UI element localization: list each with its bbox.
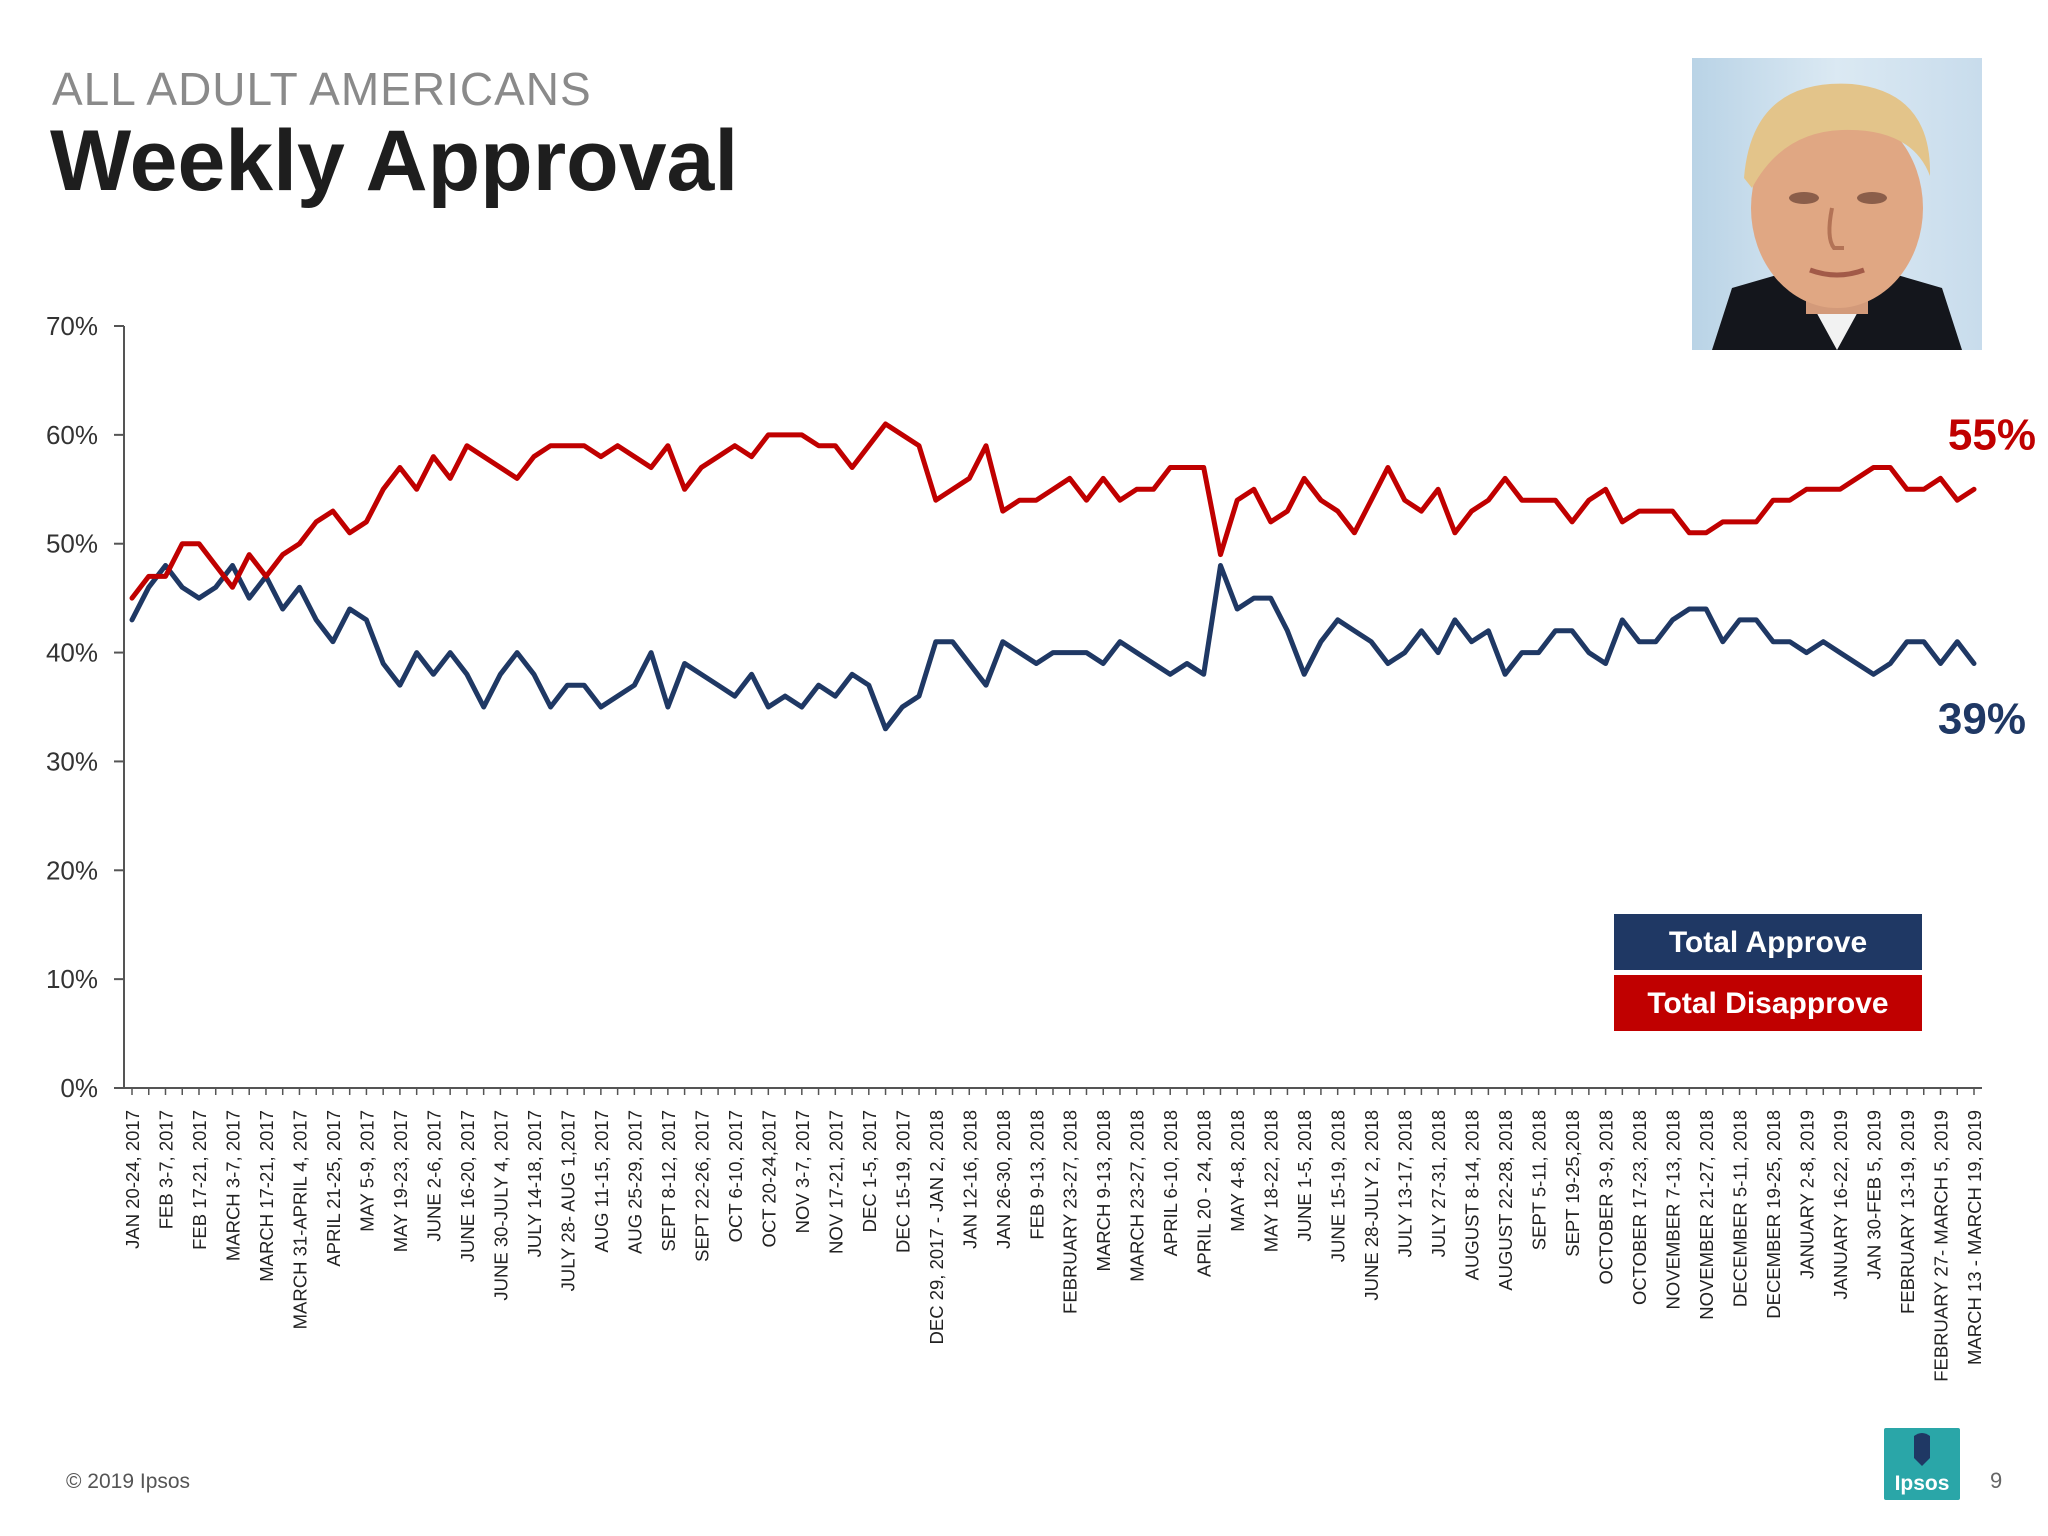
approve-series-line xyxy=(129,563,1977,732)
portrait-photo xyxy=(1692,58,1982,350)
x-tick-label: APRIL 6-10, 2018 xyxy=(1160,1110,1181,1256)
x-tick-label: JUNE 30-JULY 4, 2017 xyxy=(490,1110,511,1301)
x-tick-label: JULY 14-18, 2017 xyxy=(524,1110,545,1257)
x-tick-label: JANUARY 2-8, 2019 xyxy=(1797,1110,1818,1279)
x-tick-label: JUNE 16-20, 2017 xyxy=(457,1110,478,1262)
x-tick-label: DECEMBER 19-25, 2018 xyxy=(1763,1110,1784,1319)
x-tick-label: JUNE 15-19, 2018 xyxy=(1328,1110,1349,1262)
x-tick-label: OCT 20-24,2017 xyxy=(758,1110,779,1247)
x-tick-label: SEPT 19-25,2018 xyxy=(1562,1110,1583,1257)
approve-end-label: 39% xyxy=(1938,694,2026,743)
x-tick-label: JAN 30-FEB 5, 2019 xyxy=(1864,1110,1885,1280)
y-tick-label: 70% xyxy=(46,311,98,341)
x-tick-label: NOV 3-7, 2017 xyxy=(792,1110,813,1233)
x-tick-label: FEBRUARY 13-19, 2019 xyxy=(1897,1110,1918,1314)
disapprove-end-label: 55% xyxy=(1948,410,2036,459)
x-tick-label: SEPT 5-11, 2018 xyxy=(1529,1110,1550,1250)
y-tick-label: 0% xyxy=(60,1073,98,1103)
x-tick-label: JULY 27-31, 2018 xyxy=(1428,1110,1449,1257)
ipsos-logo-icon xyxy=(1914,1433,1930,1466)
x-tick-label: MARCH 17-21, 2017 xyxy=(256,1110,277,1282)
legend-item-disapprove-label: Total Disapprove xyxy=(1647,987,1888,1020)
x-tick-label: JAN 26-30, 2018 xyxy=(993,1110,1014,1249)
x-tick-label: OCTOBER 17-23, 2018 xyxy=(1629,1110,1650,1305)
x-tick-label: MARCH 3-7, 2017 xyxy=(222,1110,243,1261)
x-tick-label: NOV 17-21, 2017 xyxy=(825,1110,846,1254)
portrait-illustration xyxy=(1712,83,1962,350)
y-tick-label: 50% xyxy=(46,529,98,559)
x-tick-label: JUNE 2-6, 2017 xyxy=(423,1110,444,1242)
x-tick-label: MAY 5-9, 2017 xyxy=(356,1110,377,1232)
x-tick-label: SEPT 22-26, 2017 xyxy=(691,1110,712,1262)
x-tick-label: OCT 6-10, 2017 xyxy=(725,1110,746,1242)
x-tick-label: JULY 13-17, 2018 xyxy=(1395,1110,1416,1257)
copyright-text: © 2019 Ipsos xyxy=(66,1470,191,1493)
logo-text: Ipsos xyxy=(1894,1472,1950,1495)
y-tick-label: 20% xyxy=(46,855,98,885)
x-tick-label: AUG 11-15, 2017 xyxy=(591,1110,612,1253)
x-tick-label: OCTOBER 3-9, 2018 xyxy=(1596,1110,1617,1284)
x-tick-label: AUGUST 8-14, 2018 xyxy=(1462,1110,1483,1280)
y-tick-label: 30% xyxy=(46,746,98,776)
page-number: 9 xyxy=(1990,1468,2003,1493)
x-tick-label: APRIL 20 - 24, 2018 xyxy=(1194,1110,1215,1277)
x-tick-label: MARCH 23-27, 2018 xyxy=(1127,1110,1148,1282)
page-subtitle: ALL ADULT AMERICANS xyxy=(52,63,592,115)
x-tick-label: FEBRUARY 23-27, 2018 xyxy=(1060,1110,1081,1314)
x-tick-label: APRIL 21-25, 2017 xyxy=(323,1110,344,1267)
x-tick-label: FEB 17-21, 2017 xyxy=(189,1110,210,1250)
x-tick-label: JAN 20-24, 2017 xyxy=(122,1110,143,1249)
x-tick-label: NOVEMBER 7-13, 2018 xyxy=(1663,1110,1684,1309)
y-tick-label: 60% xyxy=(46,420,98,450)
x-tick-label: AUG 25-29, 2017 xyxy=(624,1110,645,1254)
x-tick-label: SEPT 8-12, 2017 xyxy=(658,1110,679,1252)
x-tick-label: FEB 3-7, 2017 xyxy=(155,1110,176,1229)
x-tick-label: JUNE 1-5, 2018 xyxy=(1294,1110,1315,1242)
y-tick-label: 10% xyxy=(46,964,98,994)
x-tick-label: DECEMBER 5-11, 2018 xyxy=(1730,1110,1751,1307)
legend-item-disapprove-box xyxy=(1614,975,1922,1031)
ipsos-logo: Ipsos xyxy=(1884,1428,1960,1500)
x-tick-label: MAY 19-23, 2017 xyxy=(390,1110,411,1252)
x-tick-label: MARCH 9-13, 2018 xyxy=(1093,1110,1114,1271)
x-tick-label: JAN 12-16, 2018 xyxy=(959,1110,980,1249)
x-tick-label: DEC 29, 2017 - JAN 2, 2018 xyxy=(926,1110,947,1344)
page-title: Weekly Approval xyxy=(50,113,739,209)
x-tick-label: NOVEMBER 21-27, 2018 xyxy=(1696,1110,1717,1320)
x-tick-label: FEBRUARY 27- MARCH 5, 2019 xyxy=(1931,1110,1952,1382)
y-tick-label: 40% xyxy=(46,638,98,668)
x-tick-label: MAY 18-22, 2018 xyxy=(1261,1110,1282,1252)
x-tick-label: JANUARY 16-22, 2019 xyxy=(1830,1110,1851,1300)
legend-item-approve-box xyxy=(1614,914,1922,970)
x-tick-label: JUNE 28-JULY 2, 2018 xyxy=(1361,1110,1382,1301)
x-tick-label: MAY 4-8, 2018 xyxy=(1227,1110,1248,1232)
x-tick-label: DEC 15-19, 2017 xyxy=(892,1110,913,1253)
legend-item-approve-label: Total Approve xyxy=(1669,926,1867,959)
x-tick-label: AUGUST 22-28, 2018 xyxy=(1495,1110,1516,1291)
x-tick-label: DEC 1-5, 2017 xyxy=(859,1110,880,1232)
disapprove-series-line xyxy=(129,421,1977,601)
x-tick-label: MARCH 31-APRIL 4, 2017 xyxy=(289,1110,310,1329)
x-tick-label: FEB 9-13, 2018 xyxy=(1026,1110,1047,1240)
x-tick-label: MARCH 13 - MARCH 19, 2019 xyxy=(1964,1110,1985,1365)
x-tick-label: JULY 28- AUG 1,2017 xyxy=(557,1110,578,1291)
